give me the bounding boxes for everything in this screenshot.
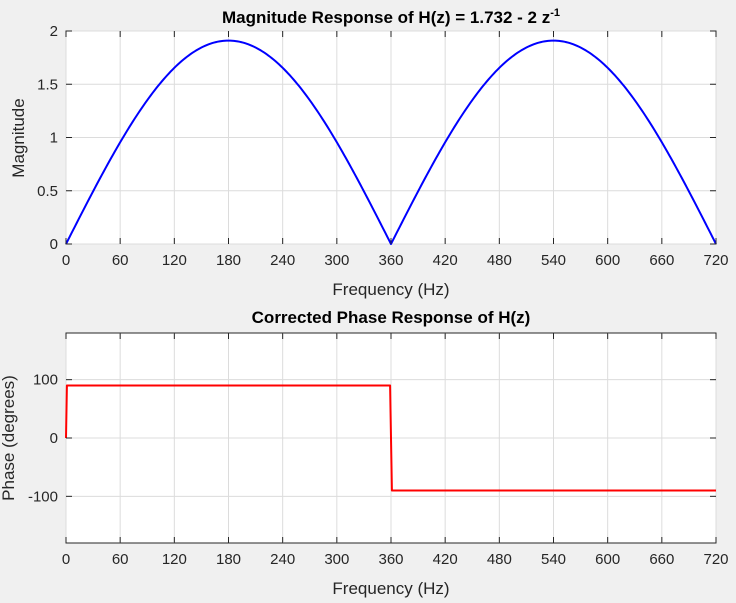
magnitude-y-tick-label: 2 <box>50 23 58 40</box>
phase-x-tick-label: 240 <box>270 551 295 568</box>
phase-ticks: 0 60 120 180 240 300 360 420 480 540 600 660 720 -100… <box>28 333 729 568</box>
magnitude-y-axis-label: Magnitude <box>9 98 28 177</box>
phase-x-tick-label: 420 <box>433 551 458 568</box>
magnitude-title: Magnitude Response of H(z) = 1.732 - 2 z… <box>222 7 560 27</box>
magnitude-x-tick-label: 60 <box>112 252 129 269</box>
phase-subplot: 0 60 120 180 240 300 360 420 480 540 600 660 720 -100… <box>0 308 729 598</box>
magnitude-x-tick-label: 540 <box>541 252 566 269</box>
phase-y-tick-label: 0 <box>50 430 58 447</box>
magnitude-y-tick-label: 0.5 <box>37 183 58 200</box>
phase-x-tick-label: 660 <box>649 551 674 568</box>
phase-marks <box>65 384 716 492</box>
phase-x-tick-label: 60 <box>112 551 129 568</box>
phase-x-tick-label: 480 <box>487 551 512 568</box>
magnitude-y-tick-label: 0 <box>50 236 58 253</box>
magnitude-x-tick-label: 360 <box>378 252 403 269</box>
magnitude-x-tick-label: 480 <box>487 252 512 269</box>
magnitude-x-tick-label: 600 <box>595 252 620 269</box>
phase-x-tick-label: 360 <box>378 551 403 568</box>
phase-x-tick-label: 300 <box>324 551 349 568</box>
magnitude-x-tick-label: 300 <box>324 252 349 269</box>
magnitude-x-tick-label: 660 <box>649 252 674 269</box>
phase-title: Corrected Phase Response of H(z) <box>252 308 531 327</box>
phase-x-tick-label: 720 <box>703 551 728 568</box>
phase-x-tick-label: 0 <box>62 551 70 568</box>
magnitude-x-tick-label: 240 <box>270 252 295 269</box>
magnitude-x-tick-label: 0 <box>62 252 70 269</box>
magnitude-x-tick-label: 120 <box>162 252 187 269</box>
phase-x-tick-label: 120 <box>162 551 187 568</box>
phase-series-line <box>65 384 716 492</box>
magnitude-x-tick-label: 420 <box>433 252 458 269</box>
phase-y-tick-label: 100 <box>33 372 58 389</box>
phase-x-tick-label: 600 <box>595 551 620 568</box>
magnitude-x-tick-label: 720 <box>703 252 728 269</box>
magnitude-x-axis-label: Frequency (Hz) <box>332 280 449 299</box>
magnitude-y-tick-label: 1 <box>50 130 58 147</box>
magnitude-ticks: 0 60 120 180 240 300 360 420 480 540 600 660 720 0 0.5… <box>37 23 728 269</box>
magnitude-y-tick-label: 1.5 <box>37 76 58 93</box>
magnitude-subplot: 0 60 120 180 240 300 360 420 480 540 600 660 720 0 0.5… <box>9 7 729 299</box>
phase-y-tick-label: -100 <box>28 488 58 505</box>
phase-x-axis-label: Frequency (Hz) <box>332 579 449 598</box>
phase-y-axis-label: Phase (degrees) <box>0 375 18 501</box>
magnitude-x-tick-label: 180 <box>216 252 241 269</box>
phase-x-tick-label: 180 <box>216 551 241 568</box>
phase-x-tick-label: 540 <box>541 551 566 568</box>
